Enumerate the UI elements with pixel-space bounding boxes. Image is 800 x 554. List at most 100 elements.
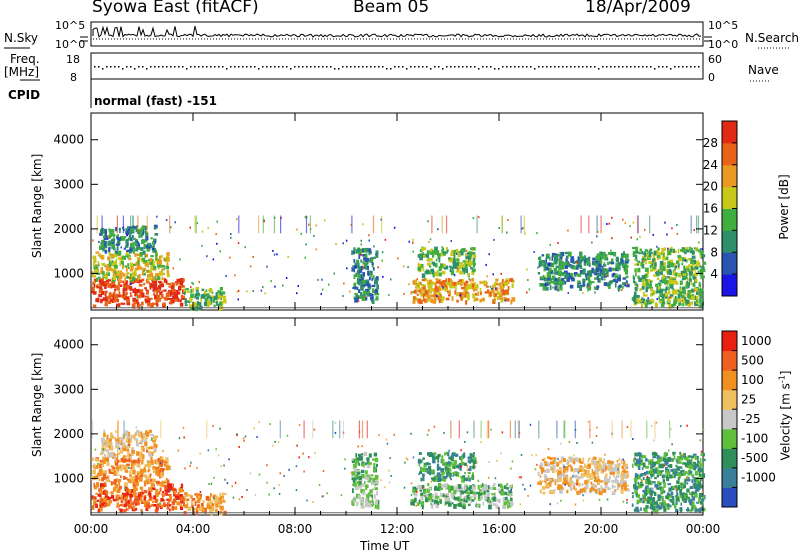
noise-search-dot	[480, 38, 481, 40]
echo-cell	[671, 495, 675, 500]
echo-cell	[280, 217, 282, 220]
echo-cell	[304, 216, 307, 219]
echo-cell	[117, 448, 119, 452]
echo-cell	[677, 486, 681, 490]
echo-cell	[148, 277, 153, 280]
echo-cell	[351, 250, 353, 255]
noise-search-dot	[96, 38, 97, 40]
echo-cell	[152, 287, 156, 292]
echo-cell	[549, 263, 552, 268]
echo-cell	[276, 253, 278, 256]
echo-cell	[495, 504, 499, 509]
echo-cell	[571, 277, 574, 282]
echo-cell	[360, 502, 363, 507]
echo-cell	[701, 498, 705, 502]
echo-cell	[435, 278, 439, 281]
echo-cell	[139, 477, 143, 482]
freq-dot	[438, 66, 440, 68]
echo-cell	[511, 297, 516, 302]
echo-cell	[459, 456, 461, 460]
echo-cell	[163, 278, 167, 283]
echo-cell	[202, 509, 206, 514]
echo-cell	[699, 287, 702, 291]
echo-cell	[142, 439, 147, 442]
echo-cell	[556, 270, 560, 275]
echo-cell	[635, 458, 639, 462]
echo-cell	[468, 251, 473, 257]
noise-search-dot	[471, 38, 472, 40]
echo-cell	[642, 260, 644, 262]
freq-dot	[486, 66, 488, 68]
echo-cell	[179, 302, 184, 307]
echo-cell	[592, 460, 597, 465]
echo-cell	[605, 473, 608, 478]
echo-cell	[219, 287, 223, 291]
echo-cell	[621, 289, 623, 292]
echo-cell	[142, 230, 145, 235]
echo-cell	[634, 250, 639, 254]
echo-cell	[596, 479, 601, 484]
echo-cell	[104, 476, 109, 480]
echo-cell	[603, 480, 608, 483]
noise-search-dot	[561, 38, 562, 40]
echo-cell	[180, 483, 184, 488]
echo-cell	[614, 477, 617, 482]
echo-cell	[139, 252, 143, 257]
echo-cell	[203, 507, 207, 513]
echo-cell	[681, 262, 684, 266]
echo-cell	[140, 234, 143, 238]
echo-cell	[352, 265, 356, 268]
noise-search-dot	[477, 38, 478, 40]
echo-cell	[469, 465, 472, 470]
noise-search-dot	[363, 38, 364, 40]
echo-cell	[375, 253, 377, 256]
echo-cell	[446, 290, 451, 293]
echo-cell	[700, 500, 704, 505]
echo-cell	[508, 278, 511, 282]
echo-cell	[606, 223, 608, 225]
echo-cell	[694, 490, 698, 493]
echo-cell	[558, 460, 563, 464]
echo-cell	[143, 272, 146, 276]
noise-search-dot	[168, 38, 169, 40]
echo-cell	[421, 286, 424, 291]
cpid-value: normal (fast) -151	[94, 94, 217, 108]
echo-cell	[103, 429, 106, 434]
echo-cell	[153, 285, 157, 289]
echo-cell	[194, 293, 197, 297]
freq-dot	[530, 66, 532, 68]
echo-cell	[145, 232, 148, 236]
echo-cell	[502, 504, 507, 510]
echo-cell	[546, 267, 549, 271]
freq-dot	[678, 66, 680, 68]
echo-cell	[152, 466, 156, 470]
echo-cell	[687, 290, 692, 293]
echo-cell	[101, 437, 105, 443]
echo-cell	[667, 468, 670, 473]
freq-label-1: Freq.	[10, 52, 40, 66]
echo-cell	[665, 467, 668, 472]
echo-cell	[685, 259, 688, 263]
echo-cell	[381, 259, 383, 262]
echo-cell	[644, 267, 649, 272]
echo-cell	[138, 234, 141, 239]
echo-cell	[441, 484, 444, 489]
echo-cell	[542, 263, 545, 267]
echo-cell	[99, 464, 103, 469]
echo-cell	[618, 463, 621, 467]
noise-search-dot	[315, 38, 316, 40]
echo-cell	[427, 220, 429, 223]
echo-cell	[692, 259, 696, 265]
echo-cell	[214, 500, 218, 506]
echo-cell	[101, 240, 104, 243]
echo-cell	[579, 286, 582, 291]
noise-search-dot	[210, 38, 211, 40]
echo-cell	[427, 483, 430, 487]
echo-cell	[174, 299, 177, 302]
echo-cell	[656, 289, 659, 293]
echo-cell	[700, 250, 704, 256]
echo-cell	[143, 260, 148, 264]
echo-cell	[134, 438, 138, 441]
echo-cell	[150, 303, 154, 308]
echo-cell	[643, 490, 647, 495]
